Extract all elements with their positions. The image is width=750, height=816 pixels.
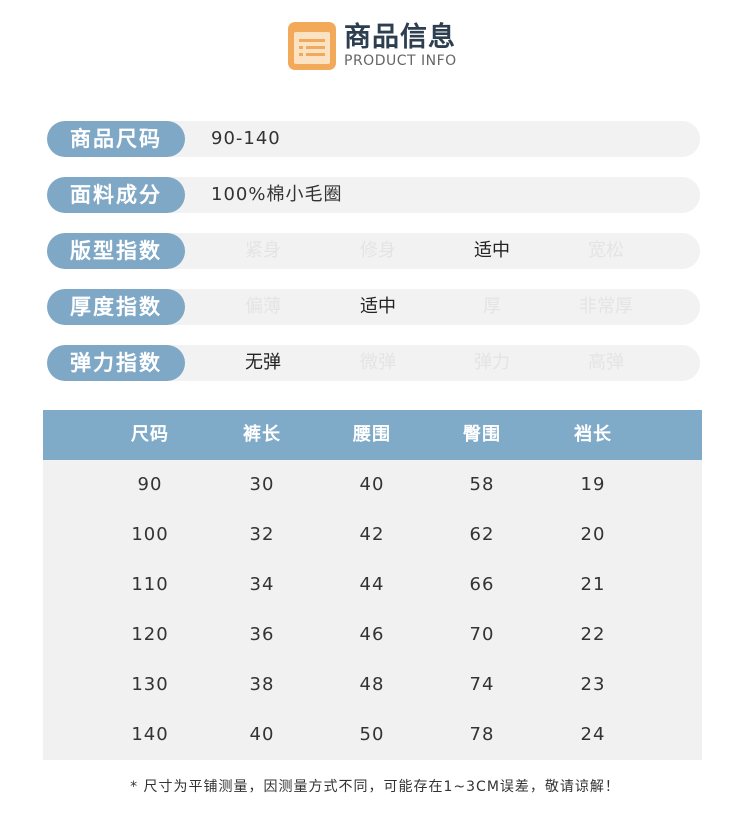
- column-header: 尺码: [131, 424, 169, 445]
- table-cell: 70: [469, 624, 495, 645]
- table-cell: 100: [131, 524, 169, 545]
- table-cell: 120: [131, 624, 169, 645]
- list-icon: [288, 22, 336, 70]
- table-row: 110 34 44 66 21: [43, 560, 702, 610]
- table-row: 90 30 40 58 19: [43, 460, 702, 510]
- table-cell: 48: [359, 674, 385, 695]
- table-cell: 40: [359, 474, 385, 495]
- index-option: 紧身: [245, 240, 281, 261]
- spec-label: 面料成分: [47, 177, 185, 213]
- index-option: 无弹: [245, 352, 281, 373]
- table-cell: 50: [359, 724, 385, 745]
- column-header: 腰围: [353, 424, 391, 445]
- table-row: 120 36 46 70 22: [43, 610, 702, 660]
- index-option: 高弹: [588, 352, 624, 373]
- table-cell: 24: [580, 724, 606, 745]
- table-row: 140 40 50 78 24: [43, 710, 702, 760]
- size-table: 尺码 裤长 腰围 臀围 裆长 90 30 40 58 19 100 32 42 62 20 110 34 44 66…: [43, 410, 702, 760]
- spec-row: 面料成分 100%棉小毛圈: [47, 177, 700, 213]
- index-option: 宽松: [588, 240, 624, 261]
- table-cell: 62: [469, 524, 495, 545]
- table-cell: 36: [249, 624, 275, 645]
- index-option: 弹力: [474, 352, 510, 373]
- column-header: 臀围: [463, 424, 501, 445]
- table-cell: 32: [249, 524, 275, 545]
- table-cell: 22: [580, 624, 606, 645]
- spec-value: 100%棉小毛圈: [211, 184, 343, 205]
- index-label: 弹力指数: [47, 345, 185, 381]
- table-cell: 19: [580, 474, 606, 495]
- index-option: 厚: [483, 296, 501, 317]
- index-option: 偏薄: [245, 296, 281, 317]
- table-cell: 74: [469, 674, 495, 695]
- index-option: 非常厚: [579, 296, 633, 317]
- table-cell: 40: [249, 724, 275, 745]
- column-header: 裤长: [243, 424, 281, 445]
- index-option: 适中: [474, 240, 510, 261]
- table-cell: 34: [249, 574, 275, 595]
- table-cell: 23: [580, 674, 606, 695]
- table-row: 130 38 48 74 23: [43, 660, 702, 710]
- spec-value: 90-140: [211, 128, 281, 149]
- index-label: 厚度指数: [47, 289, 185, 325]
- table-row: 100 32 42 62 20: [43, 510, 702, 560]
- index-option: 修身: [360, 240, 396, 261]
- column-header: 裆长: [574, 424, 612, 445]
- index-option: 适中: [360, 296, 396, 317]
- table-cell: 90: [137, 474, 163, 495]
- table-cell: 78: [469, 724, 495, 745]
- index-row: 弹力指数 无弹 微弹 弹力 高弹: [47, 345, 700, 381]
- table-cell: 66: [469, 574, 495, 595]
- index-option: 微弹: [360, 352, 396, 373]
- table-cell: 30: [249, 474, 275, 495]
- table-cell: 140: [131, 724, 169, 745]
- measurement-note: * 尺寸为平铺测量，因测量方式不同，可能存在1~3CM误差，敬请谅解！: [130, 779, 620, 795]
- table-cell: 38: [249, 674, 275, 695]
- section-header: 商品信息 PRODUCT INFO: [288, 22, 457, 70]
- table-cell: 130: [131, 674, 169, 695]
- spec-label: 商品尺码: [47, 121, 185, 157]
- table-cell: 44: [359, 574, 385, 595]
- table-cell: 110: [131, 574, 169, 595]
- index-label: 版型指数: [47, 233, 185, 269]
- table-cell: 42: [359, 524, 385, 545]
- index-row: 厚度指数 偏薄 适中 厚 非常厚: [47, 289, 700, 325]
- section-subtitle: PRODUCT INFO: [344, 53, 457, 69]
- spec-row: 商品尺码 90-140: [47, 121, 700, 157]
- section-title: 商品信息: [344, 22, 456, 53]
- table-cell: 20: [580, 524, 606, 545]
- index-row: 版型指数 紧身 修身 适中 宽松: [47, 233, 700, 269]
- table-header: 尺码 裤长 腰围 臀围 裆长: [43, 410, 702, 460]
- table-cell: 46: [359, 624, 385, 645]
- table-cell: 58: [469, 474, 495, 495]
- table-cell: 21: [580, 574, 606, 595]
